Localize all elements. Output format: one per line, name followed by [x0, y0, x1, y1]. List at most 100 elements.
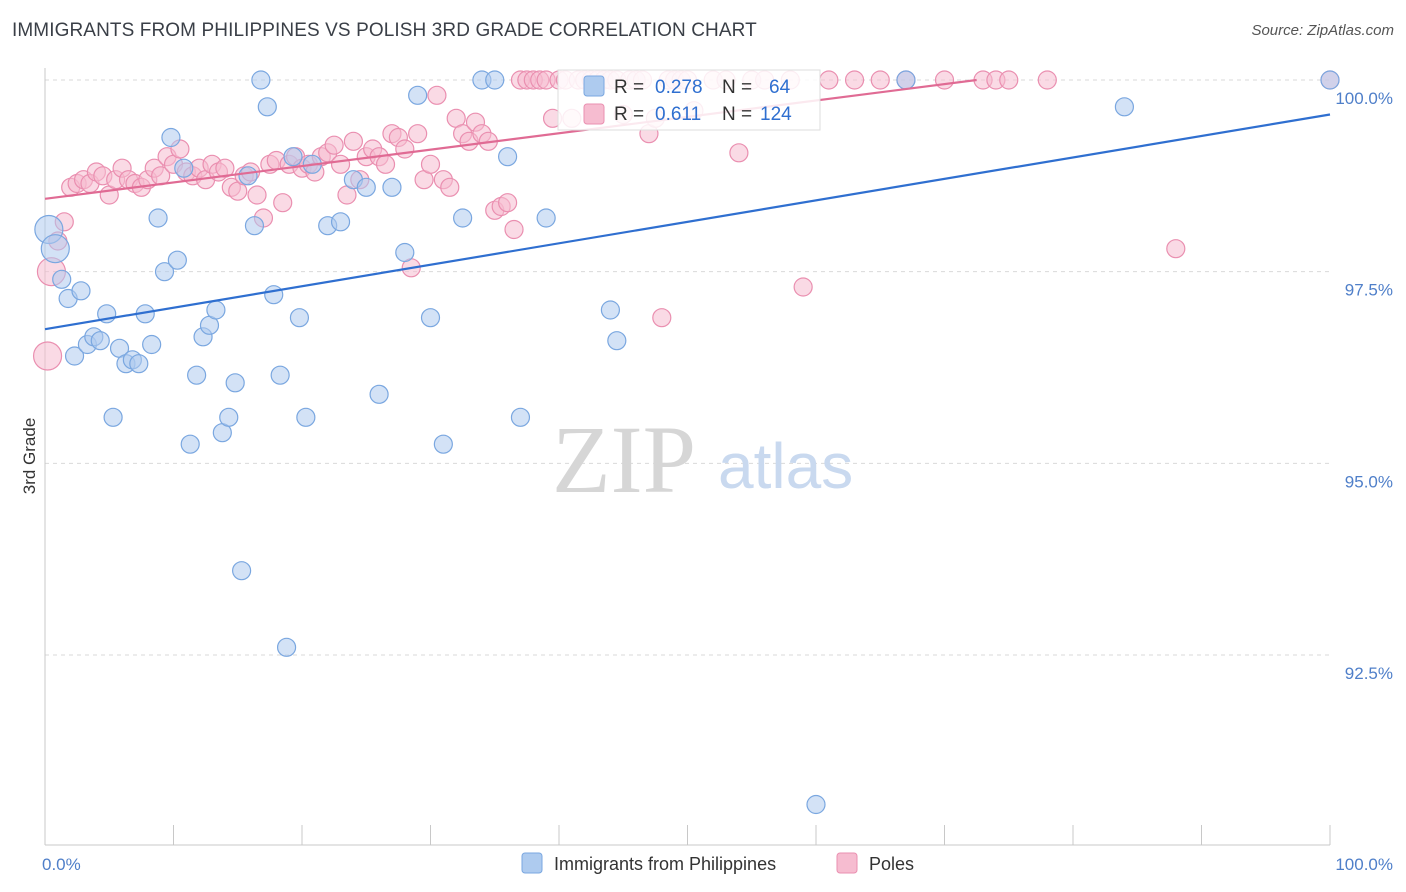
poles-point: [1166, 239, 1186, 259]
poles-point: [395, 139, 415, 159]
stats-legend: R = 0.278 N = 64 R = 0.611 N = 124: [557, 69, 821, 131]
poles-point: [793, 277, 813, 297]
watermark-atlas: atlas: [718, 430, 853, 502]
stats-n-label-pink: N =: [722, 104, 752, 125]
x-tick-marks: [44, 825, 1331, 845]
y-tick-labels: 92.5% 95.0% 97.5% 100.0%: [1335, 89, 1393, 683]
stats-n-value-blue: 64: [769, 77, 791, 98]
stats-legend-swatch-pink: [583, 103, 605, 125]
philippines-point: [433, 434, 453, 454]
legend-swatch-poles: [836, 852, 858, 874]
poles-point: [375, 154, 396, 174]
poles-point: [215, 158, 235, 178]
legend-label-poles: Poles: [869, 854, 914, 874]
watermark-zip: ZIP: [552, 406, 696, 513]
poles-point: [498, 193, 518, 213]
legend-label-philippines: Immigrants from Philippines: [554, 854, 776, 874]
philippines-point: [283, 147, 303, 167]
philippines-point: [142, 334, 162, 355]
philippines-point: [356, 177, 376, 197]
x-tick-label-min: 0.0%: [42, 855, 81, 874]
philippines-point: [276, 637, 297, 657]
philippines-point: [1320, 70, 1340, 90]
stats-r-value-blue: 0.278: [655, 77, 703, 98]
y-axis-label: 3rd Grade: [20, 418, 39, 495]
philippines-point: [129, 354, 149, 374]
y-tick-label: 92.5%: [1345, 664, 1393, 683]
philippines-point: [289, 308, 310, 328]
y-tick-label: 100.0%: [1335, 89, 1393, 108]
philippines-point: [1114, 97, 1135, 117]
philippines-point: [600, 300, 621, 320]
philippines-point: [187, 365, 207, 385]
y-tick-label: 97.5%: [1345, 281, 1393, 300]
philippines-point: [148, 208, 168, 228]
legend-swatch-philippines: [521, 852, 543, 874]
philippines-point: [244, 216, 265, 236]
philippines-point: [232, 561, 252, 581]
x-tick-label-max: 100.0%: [1335, 855, 1393, 874]
philippines-trend-line: [44, 113, 1331, 331]
poles-point: [729, 143, 749, 163]
philippines-point: [395, 242, 415, 263]
philippines-point: [330, 212, 351, 232]
philippines-point: [510, 407, 531, 427]
poles-point: [999, 70, 1019, 90]
philippines-point: [536, 208, 556, 228]
philippines-point: [382, 177, 402, 197]
philippines-point: [296, 407, 316, 427]
philippines-point: [40, 234, 70, 264]
stats-r-label-pink: R =: [614, 104, 644, 125]
stats-r-label-blue: R =: [614, 77, 644, 98]
philippines-point: [498, 147, 518, 167]
philippines-point: [806, 794, 826, 815]
poles-point: [273, 193, 293, 213]
poles-point: [324, 135, 344, 155]
philippines-point: [52, 269, 72, 289]
philippines-point: [180, 434, 200, 454]
philippines-point: [251, 70, 271, 90]
philippines-point: [453, 208, 473, 228]
philippines-point: [219, 407, 239, 427]
poles-point: [247, 185, 267, 205]
philippines-point: [420, 308, 441, 328]
stats-n-value-pink: 124: [760, 104, 792, 125]
poles-point: [440, 177, 460, 197]
philippines-point: [485, 70, 505, 90]
poles-point: [504, 219, 524, 240]
philippines-point: [64, 346, 85, 366]
poles-point: [1037, 70, 1057, 90]
stats-r-value-pink: 0.611: [655, 104, 701, 125]
philippines-point: [167, 250, 187, 270]
philippines-point: [257, 97, 277, 117]
philippines-point: [408, 85, 428, 105]
watermark: ZIP atlas: [552, 406, 853, 513]
philippines-point: [607, 331, 627, 351]
philippines-point: [369, 384, 389, 404]
source-credit: Source: ZipAtlas.com: [1251, 22, 1394, 39]
philippines-point: [103, 407, 123, 427]
philippines-point: [206, 300, 226, 320]
philippines-point: [174, 158, 194, 178]
philippines-point: [264, 285, 284, 305]
philippines-point: [896, 70, 916, 90]
poles-point: [330, 154, 351, 174]
philippines-point: [161, 127, 181, 148]
poles-point: [420, 154, 441, 174]
trend-lines: [44, 78, 1331, 331]
poles-point: [343, 131, 363, 151]
philippines-point: [154, 262, 175, 282]
poles-point: [819, 70, 839, 90]
poles-point: [934, 70, 955, 90]
philippines-point: [238, 166, 258, 186]
y-tick-label: 95.0%: [1345, 472, 1393, 491]
poles-point: [427, 85, 447, 105]
poles-point: [844, 70, 865, 90]
poles-point: [408, 124, 428, 144]
poles-point: [870, 70, 890, 90]
philippines-point: [270, 365, 290, 385]
stats-legend-swatch-blue: [583, 75, 605, 97]
philippines-point: [71, 281, 91, 301]
poles-point: [32, 341, 63, 371]
